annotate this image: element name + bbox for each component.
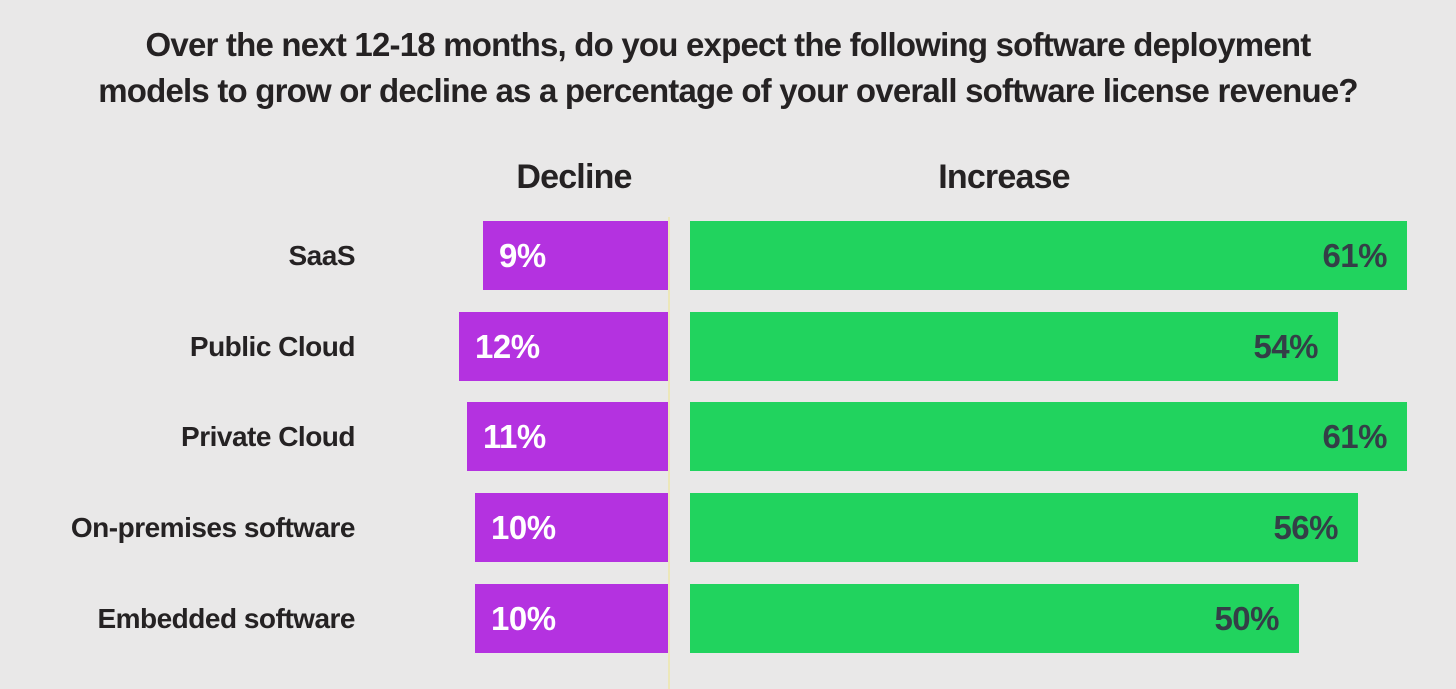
decline-column-header: Decline — [516, 158, 632, 196]
category-label: On-premises software — [70, 512, 356, 543]
chart-title-line-1: Over the next 12-18 months, do you expec… — [145, 26, 1312, 63]
decline-axis-divider-line — [668, 217, 670, 689]
category-label: Private Cloud — [181, 421, 355, 452]
category-label: Public Cloud — [189, 331, 356, 362]
increase-bar: 61% — [690, 221, 1407, 290]
increase-bar: 54% — [690, 312, 1338, 381]
decline-bar: 10% — [475, 584, 668, 653]
chart-title: Over the next 12-18 months, do you expec… — [0, 22, 1456, 114]
decline-bar: 9% — [483, 221, 668, 290]
increase-bar: 56% — [690, 493, 1358, 562]
increase-column-header: Increase — [938, 158, 1070, 196]
category-label: SaaS — [288, 240, 356, 271]
increase-bar: 50% — [690, 584, 1299, 653]
decline-bar: 11% — [467, 402, 668, 471]
decline-bar: 12% — [459, 312, 668, 381]
increase-bar: 61% — [690, 402, 1407, 471]
decline-bar: 10% — [475, 493, 668, 562]
category-label: Embedded software — [97, 603, 355, 634]
chart-title-line-2: models to grow or decline as a percentag… — [98, 72, 1358, 109]
